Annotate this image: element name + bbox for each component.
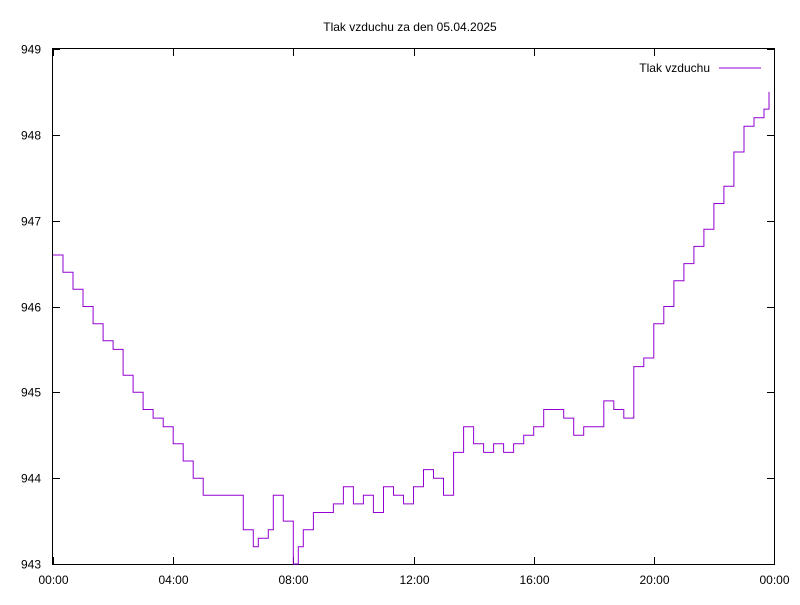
x-tick-label: 12:00	[399, 573, 429, 587]
y-tick-label: 948	[21, 129, 41, 143]
x-tick-label: 08:00	[278, 573, 308, 587]
y-tick-label: 944	[21, 472, 41, 486]
y-tick-label: 949	[21, 43, 41, 57]
x-tick-label: 00:00	[759, 573, 789, 587]
chart-title: Tlak vzduchu za den 05.04.2025	[323, 20, 497, 34]
y-tick-label: 945	[21, 386, 41, 400]
legend: Tlak vzduchu	[639, 61, 761, 75]
x-tick-label: 16:00	[519, 573, 549, 587]
x-tick-label: 00:00	[38, 573, 68, 587]
axis-ticks	[53, 49, 775, 565]
tick-labels: 00:00 04:00 08:00 12:00 16:00 20:00 00:0094394…	[21, 43, 790, 588]
series-line-tlak-vzduchu	[53, 91, 770, 565]
x-tick-label: 20:00	[639, 573, 669, 587]
y-tick-label: 947	[21, 215, 41, 229]
legend-label: Tlak vzduchu	[639, 61, 710, 75]
y-tick-label: 943	[21, 558, 41, 572]
plot-frame	[52, 48, 775, 565]
y-tick-label: 946	[21, 301, 41, 315]
x-tick-label: 04:00	[158, 573, 188, 587]
